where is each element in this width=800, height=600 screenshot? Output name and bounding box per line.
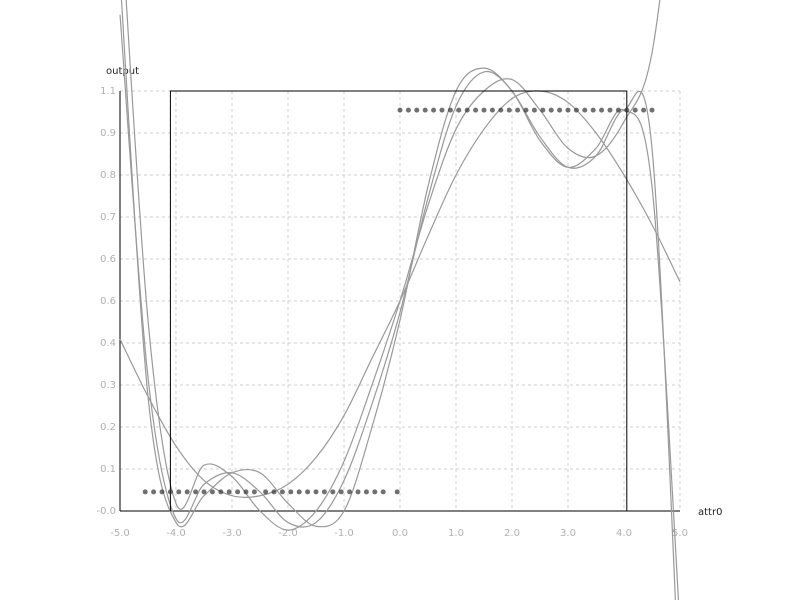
data-point [641,107,647,113]
data-point [355,489,361,495]
data-point [523,107,529,113]
data-point [184,489,190,495]
data-point [142,489,148,495]
x-tick-label: 4.0 [616,528,632,539]
data-point [305,489,311,495]
x-tick-label: 1.0 [448,528,464,539]
data-point [607,107,613,113]
data-point [498,107,504,113]
y-axis-label: output [106,66,139,77]
data-point [431,107,437,113]
data-point [515,107,521,113]
x-tick-label: 0.0 [392,528,408,539]
data-point [632,107,638,113]
data-point [321,489,327,495]
y-tick-label: 0.1 [100,464,116,475]
data-point [615,107,621,113]
data-point [489,107,495,113]
data-point [243,489,249,495]
data-point [590,107,596,113]
data-point [540,107,546,113]
y-tick-label: 0.9 [100,128,116,139]
data-point [405,107,411,113]
data-point [363,489,369,495]
data-point [414,107,420,113]
x-tick-label: 5.0 [672,528,688,539]
data-point [599,107,605,113]
data-point [159,489,165,495]
data-point [380,489,386,495]
y-tick-label: 0.4 [100,338,116,349]
x-tick-label: 2.0 [504,528,520,539]
data-point [330,489,336,495]
data-point [347,489,353,495]
data-point [263,489,269,495]
data-point [338,489,344,495]
y-tick-label: -0.0 [96,506,116,517]
data-point [209,489,215,495]
y-tick-label: 0.6 [100,254,116,265]
data-point [288,489,294,495]
data-point [557,107,563,113]
data-point [394,489,400,495]
data-point [271,489,277,495]
data-point [201,489,207,495]
y-tick-label: 0.2 [100,422,116,433]
data-point [151,489,157,495]
data-point [548,107,554,113]
data-point [439,107,445,113]
data-point [531,107,537,113]
data-point [582,107,588,113]
data-point [624,107,630,113]
fit-line [119,14,680,600]
data-point [422,107,428,113]
data-point [397,107,403,113]
data-point [235,489,241,495]
x-tick-label: -2.0 [278,528,298,539]
data-point [193,489,199,495]
y-tick-label: 0.6 [100,296,116,307]
x-tick-label: -5.0 [110,528,130,539]
data-point [176,489,182,495]
data-point [565,107,571,113]
data-point [372,489,378,495]
y-tick-label: 0.7 [100,212,116,223]
fit-line [169,90,628,511]
data-point [447,107,453,113]
data-point [464,107,470,113]
y-tick-label: 0.3 [100,380,116,391]
x-tick-label: -4.0 [166,528,186,539]
y-tick-label: 0.8 [100,170,116,181]
data-point [456,107,462,113]
y-tick-label: 1.1 [100,86,116,97]
x-tick-label: 3.0 [560,528,576,539]
data-point [573,107,579,113]
data-point [218,489,224,495]
data-point [226,489,232,495]
data-point [481,107,487,113]
x-axis-label: attr0 [698,507,722,518]
data-point [313,489,319,495]
data-point [473,107,479,113]
data-point [506,107,512,113]
fit-line [120,0,676,600]
data-point [296,489,302,495]
x-tick-label: -1.0 [334,528,354,539]
data-point [649,107,655,113]
x-tick-label: -3.0 [222,528,242,539]
data-point [251,489,257,495]
data-point [167,489,173,495]
data-point [279,489,285,495]
